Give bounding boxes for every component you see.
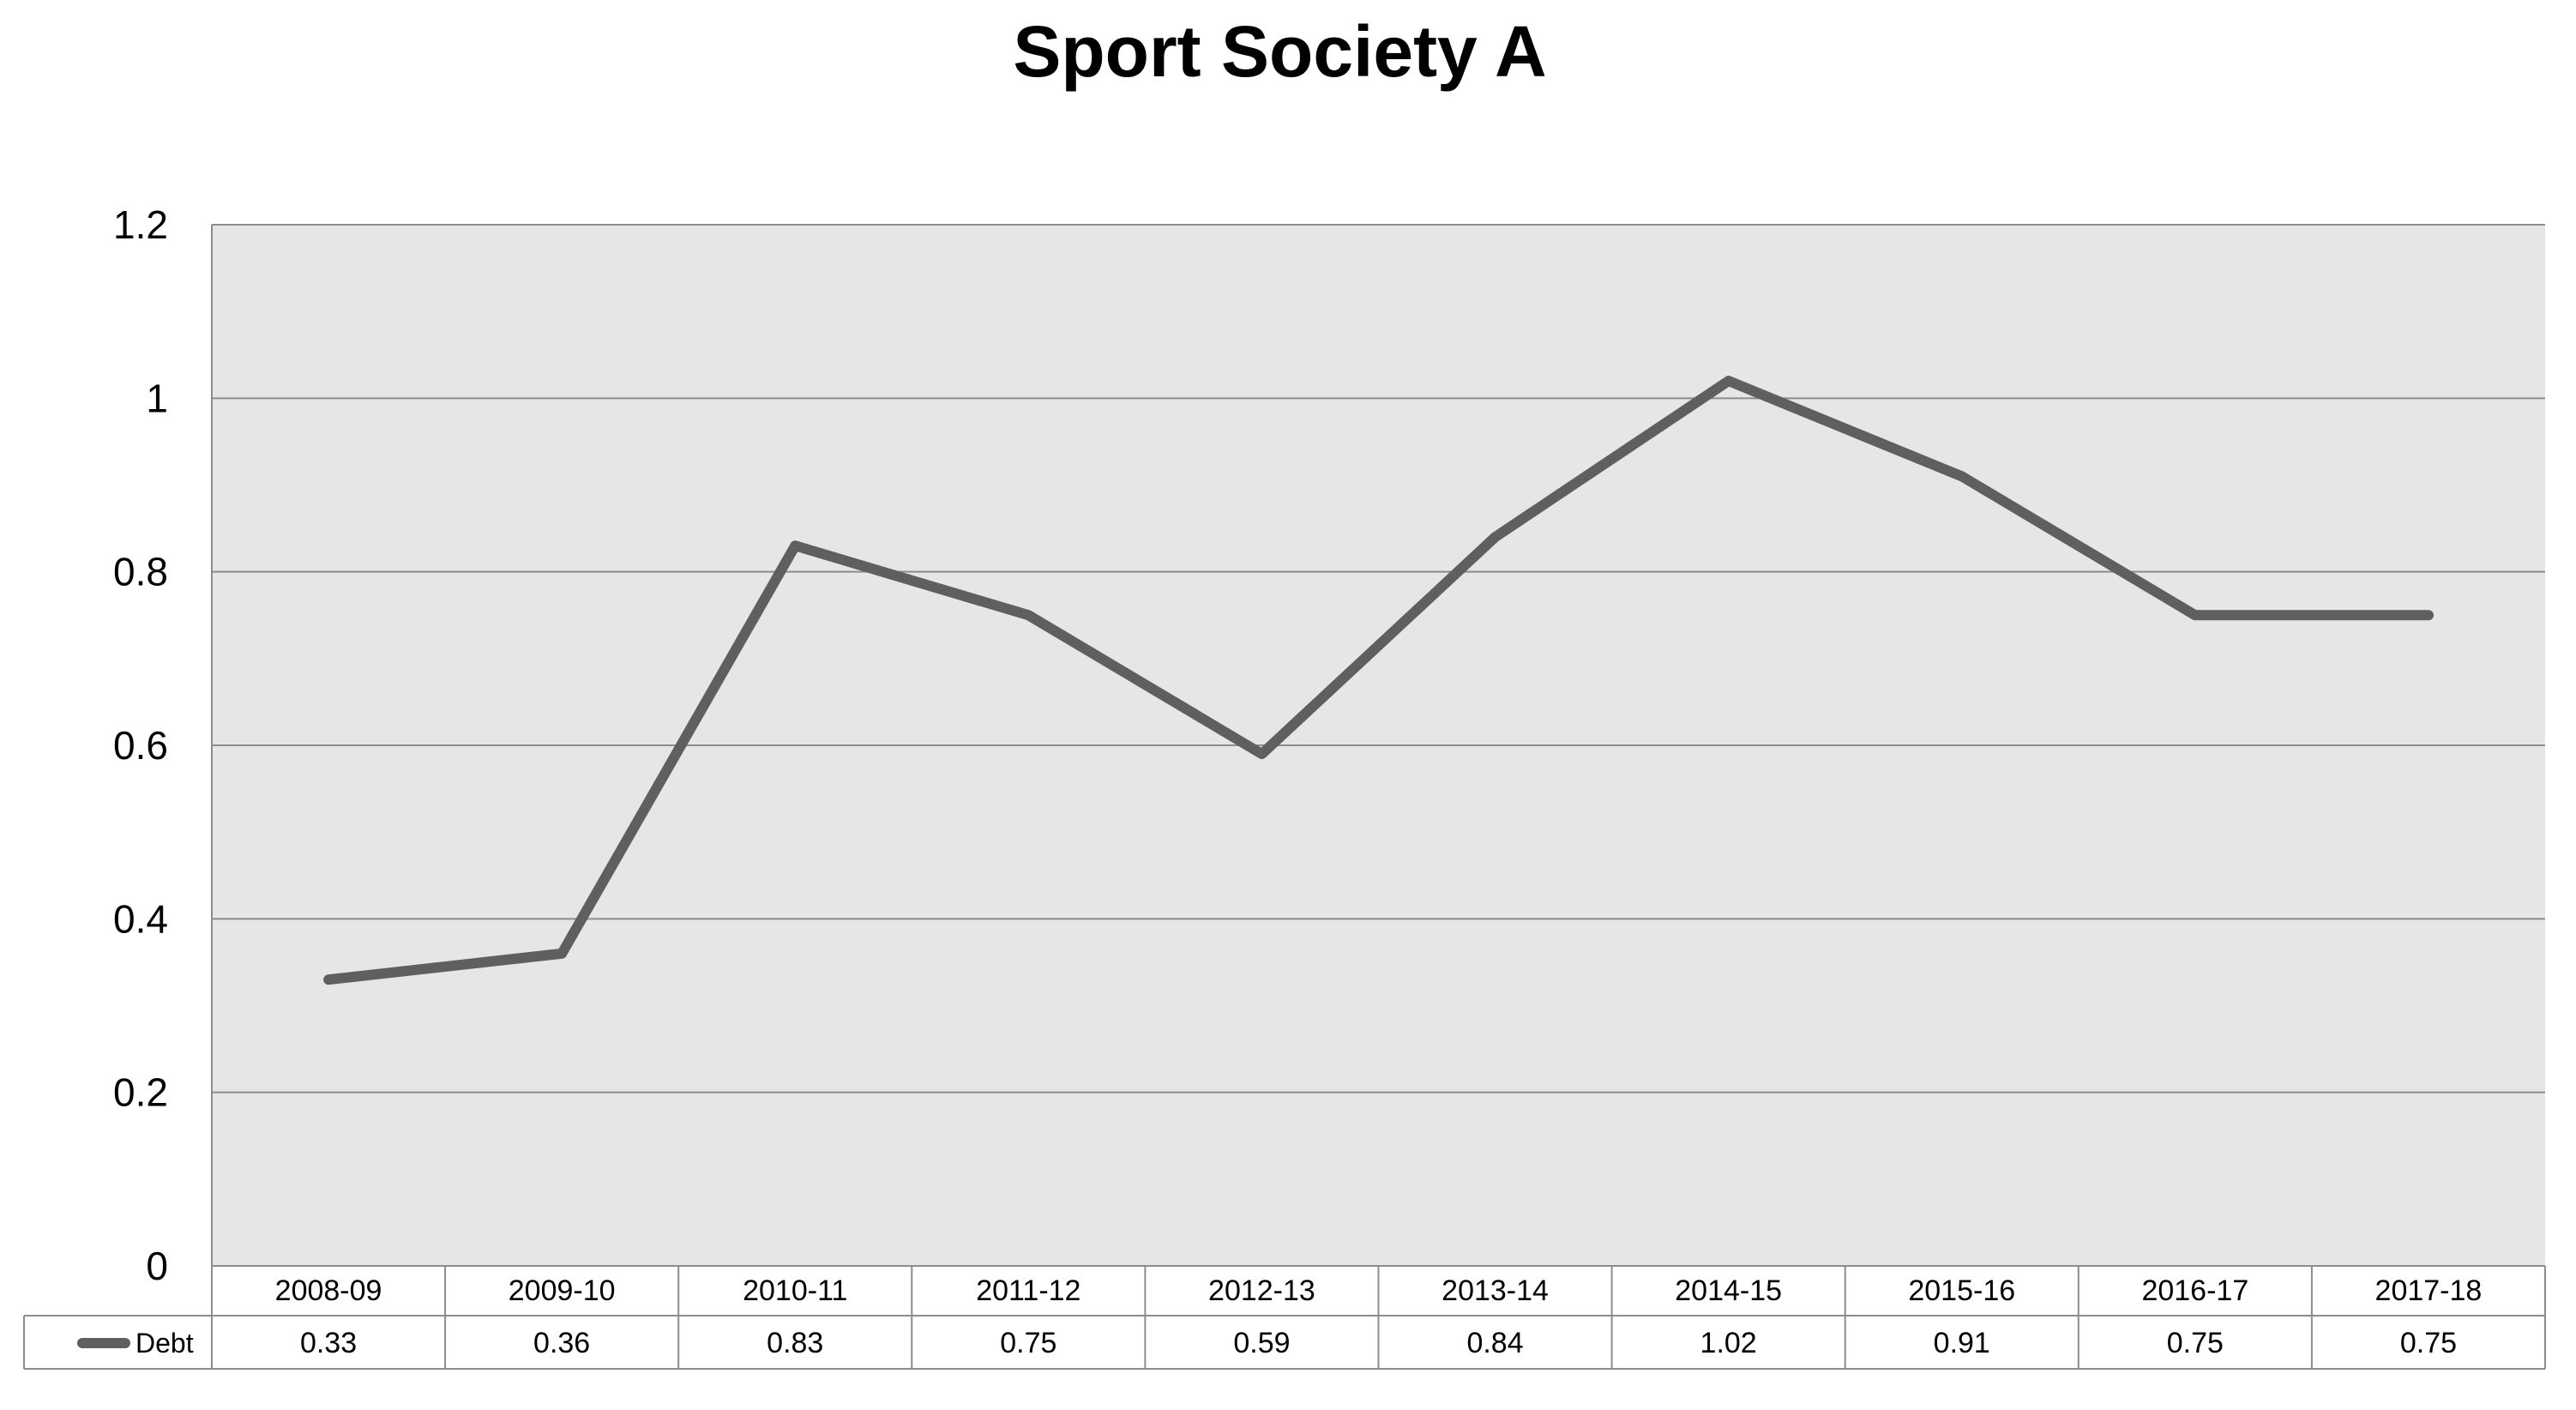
data-table: 2008-09 2009-10 2010-11 2011-12 2012-13 2013-… — [23, 1265, 2546, 1370]
data-point — [327, 978, 331, 982]
y-tick-label: 0.8 — [113, 550, 168, 594]
series-line-debt — [323, 376, 2434, 985]
data-value-label: 0.75 — [2400, 1327, 2457, 1359]
y-tick-label: 1 — [146, 376, 168, 420]
data-value-label: 1.02 — [1700, 1327, 1757, 1359]
data-value-label: 0.75 — [1000, 1327, 1056, 1359]
y-tick-label: 1.2 — [113, 202, 168, 247]
x-category-label: 2015-16 — [1908, 1274, 2015, 1307]
data-value-label: 0.36 — [533, 1327, 590, 1359]
chart-title: Sport Society A — [1013, 11, 1547, 92]
x-category-label: 2014-15 — [1675, 1274, 1782, 1307]
data-point — [1493, 535, 1497, 539]
x-category-label: 2008-09 — [275, 1274, 382, 1307]
x-category-label: 2016-17 — [2141, 1274, 2248, 1307]
x-category-label: 2012-13 — [1208, 1274, 1315, 1307]
x-category-label: 2011-12 — [976, 1274, 1080, 1307]
data-point — [1726, 379, 1730, 383]
data-value-label: 0.59 — [1233, 1327, 1290, 1359]
x-category-label: 2010-11 — [743, 1274, 847, 1307]
data-value-label: 0.75 — [2167, 1327, 2224, 1359]
data-point — [1959, 474, 1964, 479]
series-lines — [323, 376, 2434, 985]
x-category-label: 2017-18 — [2375, 1274, 2483, 1307]
data-point — [2193, 613, 2197, 618]
data-point — [560, 951, 564, 955]
data-point — [2426, 613, 2430, 618]
y-tick-label: 0.4 — [113, 896, 168, 941]
x-category-label: 2009-10 — [509, 1274, 616, 1307]
legend-label: Debt — [135, 1328, 194, 1359]
y-tick-label: 0.6 — [113, 723, 168, 768]
data-point — [1260, 752, 1264, 756]
data-point — [793, 544, 797, 548]
y-tick-label: 0 — [146, 1244, 168, 1288]
x-category-label: 2013-14 — [1441, 1274, 1549, 1307]
data-value-label: 0.83 — [767, 1327, 823, 1359]
y-axis-ticks: 0 0.2 0.4 0.6 0.8 1 1.2 — [113, 202, 168, 1288]
data-value-label: 0.33 — [300, 1327, 357, 1359]
data-value-label: 0.91 — [1934, 1327, 1990, 1359]
data-point — [1026, 613, 1031, 618]
y-tick-label: 0.2 — [113, 1070, 168, 1115]
data-value-label: 0.84 — [1466, 1327, 1523, 1359]
